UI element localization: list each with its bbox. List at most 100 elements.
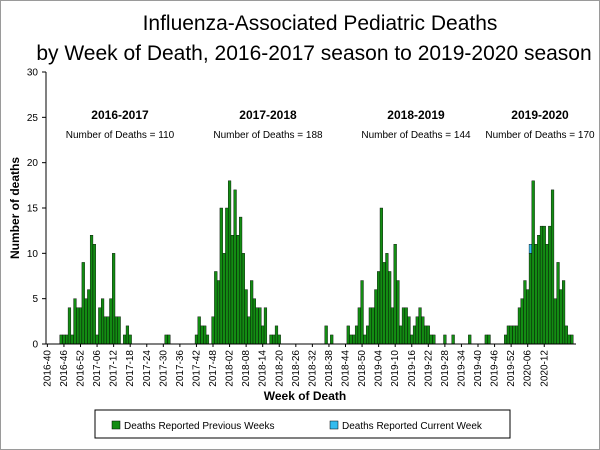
y-tick-label: 5: [32, 294, 38, 305]
bar-previous-weeks: [517, 307, 521, 345]
chart-title-line2: by Week of Death, 2016-2017 season to 20…: [36, 42, 591, 65]
bar-previous-weeks: [277, 334, 281, 345]
bar-previous-weeks: [556, 262, 560, 345]
bar-previous-weeks: [349, 334, 353, 345]
bar-previous-weeks: [415, 316, 419, 345]
bar-current-week: [528, 244, 533, 254]
bar-previous-weeks: [67, 307, 72, 345]
bar-previous-weeks: [330, 334, 334, 345]
bar-previous-weeks: [98, 307, 102, 345]
bar-previous-weeks: [84, 298, 88, 345]
bar-previous-weeks: [106, 316, 110, 345]
x-tick-label: 2020-06: [523, 350, 534, 387]
bar-previous-weeks: [371, 307, 375, 345]
bar-previous-weeks: [550, 189, 555, 345]
x-tick-label: 2017-48: [208, 350, 219, 387]
bar-previous-weeks: [567, 334, 571, 345]
bar-previous-weeks: [451, 334, 455, 345]
bar-previous-weeks: [512, 325, 516, 345]
bar-previous-weeks: [76, 307, 80, 345]
x-ticks: 2016-40 2016-46 2016-52 2017-06 2017-12 2017-…: [42, 344, 550, 387]
bar-previous-weeks: [272, 334, 276, 345]
bar-previous-weeks: [523, 280, 527, 345]
bar-previous-weeks: [506, 325, 510, 345]
bar-previous-weeks: [263, 307, 268, 345]
bar-previous-weeks: [393, 244, 397, 345]
bar-previous-weeks: [164, 334, 168, 345]
x-tick-label: 2018-26: [291, 350, 302, 387]
y-axis-title: Number of deaths: [8, 157, 22, 259]
x-tick-label: 2020-12: [539, 350, 550, 387]
bar-previous-weeks: [537, 234, 541, 345]
bar-previous-weeks: [401, 307, 406, 345]
bar-previous-weeks: [542, 225, 546, 345]
x-axis-title: Week of Death: [264, 389, 346, 403]
bar-previous-weeks: [412, 325, 417, 345]
bar-previous-weeks: [241, 253, 245, 345]
x-tick-label: 2017-36: [175, 350, 186, 387]
bar-previous-weeks: [230, 234, 234, 345]
chart-title-line1: Influenza-Associated Pediatric Deaths: [143, 12, 498, 35]
bar-previous-weeks: [233, 189, 237, 345]
legend-swatch-current: [329, 420, 339, 430]
bar-previous-weeks: [374, 289, 378, 345]
bar-previous-weeks: [429, 334, 433, 345]
bar-previous-weeks: [324, 325, 328, 345]
bar-previous-weeks: [432, 334, 436, 345]
bar-previous-weeks: [250, 280, 254, 345]
bar-previous-weeks: [426, 325, 430, 345]
bar-previous-weeks: [101, 298, 105, 345]
y-tick-label: 0: [32, 340, 38, 351]
x-tick-label: 2019-52: [506, 350, 517, 387]
bar-previous-weeks: [65, 334, 69, 345]
bar-previous-weeks: [200, 325, 204, 345]
bar-previous-weeks: [103, 316, 107, 345]
y-tick-label: 30: [27, 68, 39, 79]
bar-previous-weeks: [59, 334, 63, 345]
bar-previous-weeks: [564, 325, 568, 345]
bar-previous-weeks: [388, 271, 392, 345]
bar-previous-weeks: [205, 334, 210, 345]
x-tick-label: 2017-24: [142, 350, 153, 387]
bar-previous-weeks: [399, 325, 403, 345]
bar-previous-weeks: [117, 316, 121, 345]
x-tick-label: 2019-16: [407, 350, 418, 387]
x-tick-label: 2019-10: [390, 350, 401, 387]
bar-previous-weeks: [236, 234, 240, 345]
bar-previous-weeks: [534, 244, 538, 345]
bar-previous-weeks: [258, 307, 262, 345]
bar-previous-weeks: [484, 334, 488, 345]
bar-previous-weeks: [352, 334, 356, 345]
x-tick-label: 2018-32: [307, 350, 318, 387]
bar-previous-weeks: [252, 298, 256, 345]
bar-previous-weeks: [379, 207, 383, 345]
bar-previous-weeks: [87, 289, 91, 345]
season-label: 2016-2017: [91, 108, 149, 122]
y-tick-label: 15: [27, 204, 39, 215]
bar-previous-weeks: [418, 307, 422, 345]
bar-previous-weeks: [239, 216, 243, 345]
bar-previous-weeks: [123, 334, 127, 345]
bar-previous-weeks: [377, 271, 381, 345]
x-tick-label: 2017-42: [191, 350, 202, 387]
bar-previous-weeks: [410, 334, 414, 345]
bar-previous-weeks: [396, 280, 400, 345]
season-label: 2019-2020: [511, 108, 569, 122]
bar-previous-weeks: [385, 253, 389, 345]
bar-previous-weeks: [553, 298, 557, 345]
season-death-count: Number of Deaths = 188: [213, 130, 323, 141]
legend-label-previous: Deaths Reported Previous Weeks: [124, 421, 274, 432]
bars: [59, 180, 574, 345]
bar-previous-weeks: [211, 316, 215, 345]
x-tick-label: 2019-34: [456, 350, 467, 387]
y-ticks: 0 5 10 15 20 25 30: [27, 68, 46, 351]
bar-previous-weeks: [559, 289, 563, 345]
bar-previous-weeks: [92, 244, 96, 345]
bar-previous-weeks: [62, 334, 66, 345]
bar-previous-weeks: [382, 262, 386, 345]
bar-previous-weeks: [504, 334, 508, 345]
bar-previous-weeks: [404, 307, 408, 345]
legend-label-current: Deaths Reported Current Week: [342, 421, 483, 432]
bar-previous-weeks: [526, 289, 530, 345]
